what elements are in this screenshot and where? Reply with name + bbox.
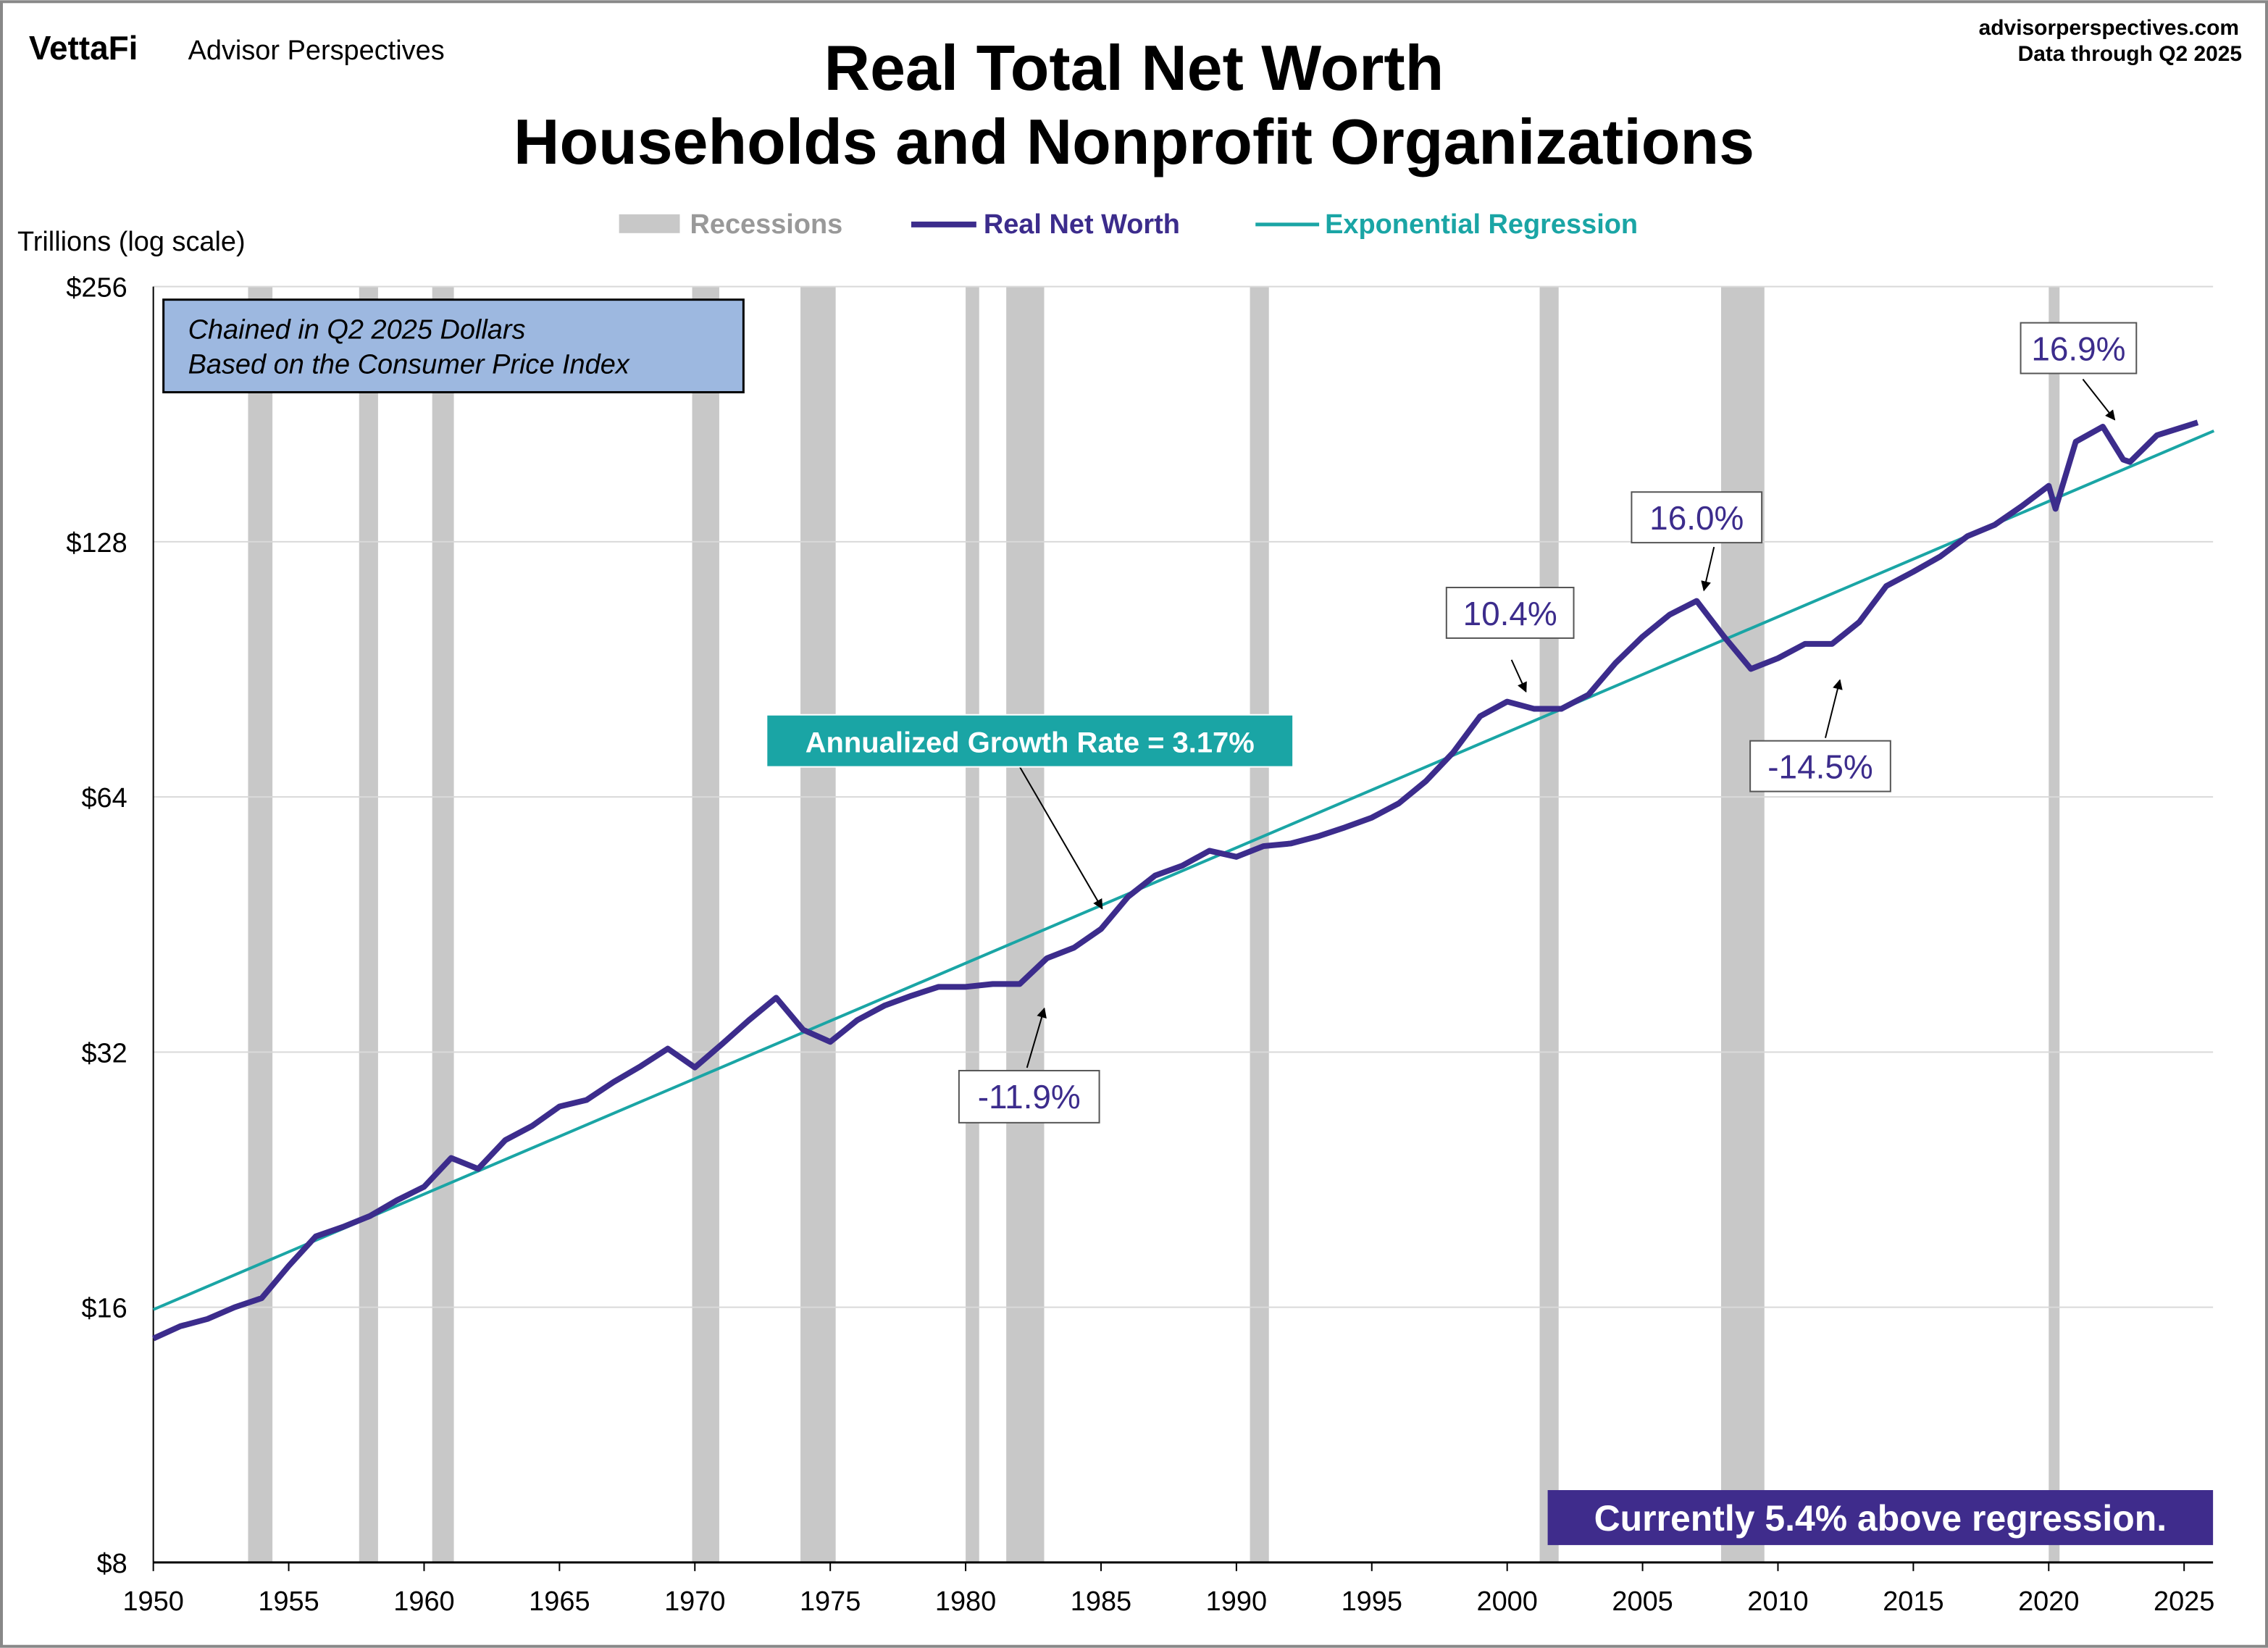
x-tick-label: 2020 — [2018, 1586, 2079, 1617]
x-tick-label: 1950 — [122, 1586, 183, 1617]
regression-line — [152, 429, 2215, 1311]
peak-callouts: 16.9% 16.0% 10.4% -14.5% -11.9% — [958, 322, 2138, 1124]
y-tick-label: $128 — [66, 528, 127, 559]
callout-label: 10.4% — [1463, 595, 1557, 632]
legend-swatch-recessions — [619, 214, 680, 233]
y-axis-ticks: $8 $16 $32 $64 $128 $256 — [66, 273, 127, 1579]
callout-arrow — [1026, 1007, 1047, 1068]
callout-arrow — [1825, 679, 1843, 738]
callout-box — [958, 1069, 1100, 1124]
y-tick-label: $16 — [81, 1294, 127, 1324]
recession-band — [359, 286, 378, 1563]
growth-rate-label: Annualized Growth Rate = 3.17% — [805, 727, 1255, 759]
x-tick-label: 1970 — [664, 1586, 725, 1617]
recession-band — [1250, 286, 1269, 1563]
site-url: advisorperspectives.com — [1979, 16, 2239, 40]
info-box: Chained in Q2 2025 Dollars Based on the … — [162, 298, 745, 393]
data-through: Data through Q2 2025 — [2018, 42, 2242, 66]
callout-arrow — [1510, 659, 1527, 693]
growth-rate-callout: Annualized Growth Rate = 3.17% — [766, 714, 1294, 910]
recession-band — [248, 286, 273, 1563]
x-tick-label: 1990 — [1206, 1586, 1267, 1617]
legend: Recessions Real Net Worth Exponential Re… — [619, 209, 1638, 240]
x-axis-ticks: 1950 1955 1960 1965 1970 1975 1980 1985 1990 1995… — [122, 1562, 2214, 1617]
callout-label: -14.5% — [1767, 748, 1872, 786]
current-callout: Currently 5.4% above regression. — [1547, 1490, 2214, 1545]
x-tick-label: 1975 — [800, 1586, 861, 1617]
vettafi-logo: VettaFi — [29, 29, 138, 67]
legend-label-net-worth: Real Net Worth — [984, 209, 1180, 240]
x-tick-label: 1985 — [1071, 1586, 1131, 1617]
x-tick-label: 1965 — [529, 1586, 590, 1617]
callout-box — [1631, 491, 1763, 544]
recession-band — [2049, 286, 2060, 1563]
x-tick-label: 1995 — [1342, 1586, 1402, 1617]
x-tick-label: 1960 — [393, 1586, 454, 1617]
y-tick-label: $32 — [81, 1038, 127, 1068]
chart-title: Real Total Net Worth — [824, 32, 1444, 104]
y-tick-label: $8 — [97, 1549, 127, 1579]
recession-band — [432, 286, 454, 1563]
x-tick-label: 2010 — [1747, 1586, 1808, 1617]
recession-band — [1006, 286, 1045, 1563]
current-label: Currently 5.4% above regression. — [1594, 1498, 2167, 1539]
y-tick-label: $64 — [81, 783, 127, 813]
legend-label-recessions: Recessions — [690, 209, 842, 240]
x-tick-label: 2025 — [2154, 1586, 2214, 1617]
series — [152, 419, 2215, 1342]
callout-box — [2020, 322, 2138, 375]
recession-band — [966, 286, 979, 1563]
callout-box — [1445, 587, 1575, 639]
x-tick-label: 2015 — [1883, 1586, 1943, 1617]
callout-label: 16.0% — [1649, 499, 1744, 537]
net-worth-line — [152, 419, 2199, 1342]
x-tick-label: 2005 — [1612, 1586, 1673, 1617]
chart-subtitle: Households and Nonprofit Organizations — [514, 106, 1754, 177]
brand-name: Advisor Perspectives — [188, 35, 445, 66]
recession-band — [1720, 286, 1765, 1563]
callout-box — [1749, 740, 1891, 792]
recession-band — [800, 286, 836, 1563]
x-tick-label: 1980 — [935, 1586, 996, 1617]
x-tick-label: 1955 — [258, 1586, 319, 1617]
callout-arrow — [2082, 378, 2116, 421]
gridlines — [152, 285, 2214, 1564]
recession-band — [692, 286, 719, 1563]
recession-band — [1539, 286, 1559, 1563]
y-tick-label: $256 — [66, 273, 127, 304]
info-line-2: Based on the Consumer Price Index — [188, 349, 631, 380]
callout-label: -11.9% — [978, 1078, 1081, 1116]
callout-label: 16.9% — [2031, 330, 2125, 368]
legend-label-regression: Exponential Regression — [1325, 209, 1638, 240]
x-tick-label: 2000 — [1476, 1586, 1537, 1617]
y-axis-label: Trillions (log scale) — [17, 227, 246, 257]
callout-arrow — [1701, 546, 1715, 592]
info-line-1: Chained in Q2 2025 Dollars — [188, 315, 526, 346]
